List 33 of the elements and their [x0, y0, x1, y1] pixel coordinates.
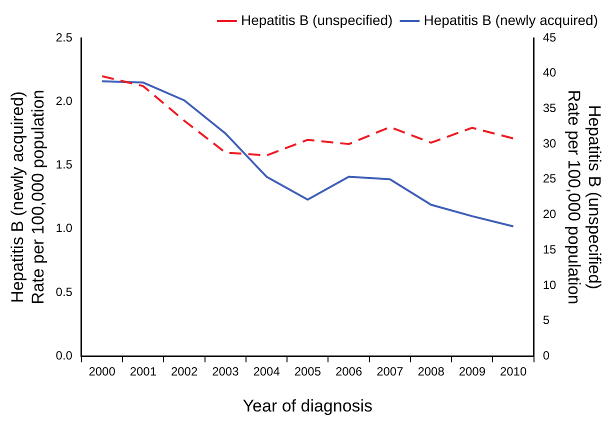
legend-label: Hepatitis B (unspecified) — [240, 12, 393, 28]
x-tick-label: 2003 — [212, 364, 240, 379]
y2-tick-label: 10 — [542, 278, 557, 292]
x-tick-label: 2002 — [170, 364, 198, 379]
y2-tick-label: 0 — [542, 348, 550, 363]
y2-tick-label: 40 — [542, 66, 557, 80]
y-tick-label: 0.0 — [56, 348, 73, 363]
line-series — [101, 75, 514, 156]
y2-tick-label: 5 — [542, 313, 550, 328]
x-tick-label: 2009 — [458, 364, 486, 379]
y2-tick-label: 30 — [542, 136, 557, 150]
y2-tick-label: 20 — [542, 207, 557, 222]
y-tick-label: 0.5 — [56, 284, 73, 299]
x-tick-label: 2010 — [500, 364, 527, 379]
y-tick-label: 2.0 — [56, 94, 73, 108]
y-axis-title: Hepatitis B (newly acquired) Rate per 100,000 population — [8, 90, 48, 304]
y-tick-label: 2.5 — [56, 30, 73, 44]
y2-tick-label: 15 — [542, 242, 557, 256]
x-tick-label: 2005 — [294, 364, 322, 379]
y2-tick-label: 45 — [542, 30, 557, 44]
x-tick-label: 2004 — [253, 364, 280, 379]
legend-label: Hepatitis B (newly acquired) — [424, 12, 598, 28]
x-tick-label: 2007 — [376, 364, 404, 379]
y2-tick-label: 25 — [542, 172, 557, 186]
x-tick-label: 2001 — [130, 364, 157, 379]
y2-axis-title: Hepatitis B (unspecified) Rate per 100,000 population — [564, 90, 604, 304]
x-tick-label: 2000 — [88, 364, 116, 379]
x-axis-title: Year of diagnosis — [242, 396, 373, 416]
y2-tick-label: 35 — [542, 101, 557, 116]
y-tick-label: 1.0 — [56, 221, 73, 236]
x-tick-label: 2008 — [418, 364, 445, 379]
x-tick-label: 2006 — [335, 364, 362, 379]
y-tick-label: 1.5 — [56, 158, 73, 172]
